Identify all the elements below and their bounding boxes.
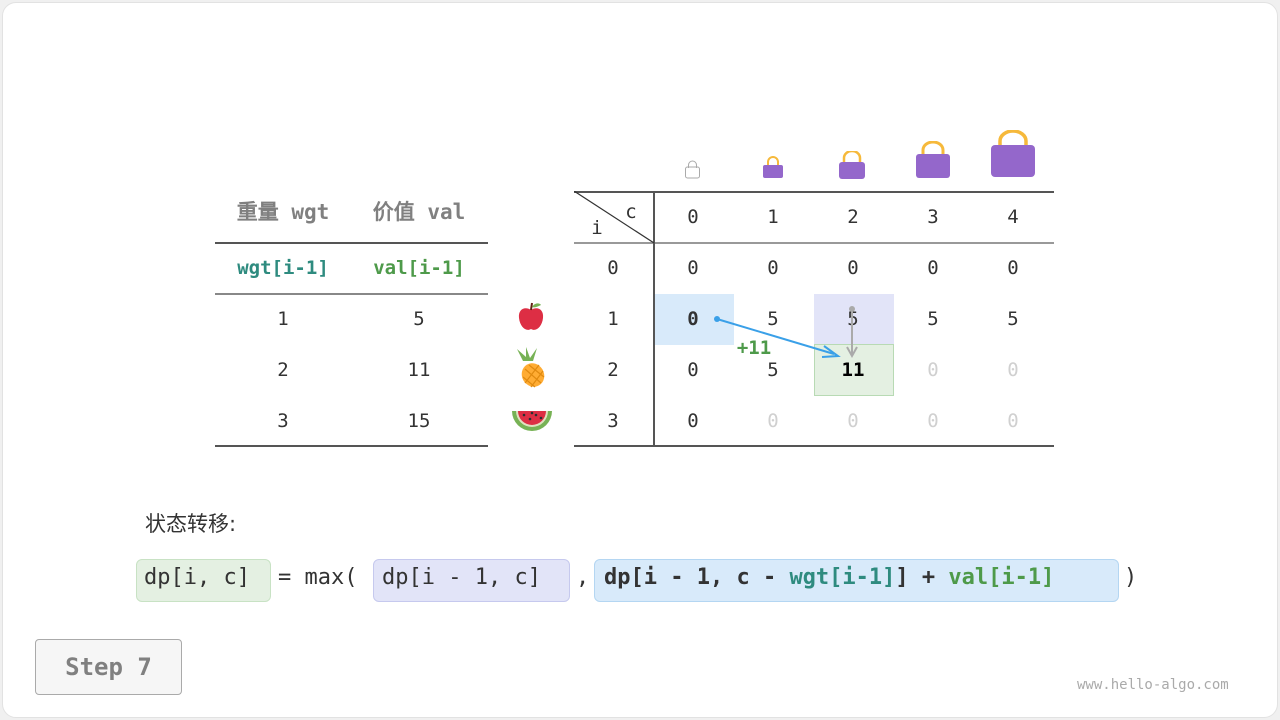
opt2-part: dp[i - 1, c - xyxy=(604,565,790,590)
formula-opt1: dp[i - 1, c] xyxy=(382,565,541,590)
dp-cell: 11 xyxy=(841,359,865,381)
bag-icon xyxy=(916,141,950,178)
weight-header: 重量 wgt xyxy=(236,200,330,224)
divider xyxy=(574,191,1054,193)
dp-cell: 5 xyxy=(767,308,779,330)
dp-cell: 0 xyxy=(767,410,779,432)
row-header: 2 xyxy=(607,359,619,381)
bag-icon xyxy=(685,160,700,179)
opt2-part: ] + xyxy=(895,565,949,590)
dp-cell: 5 xyxy=(767,359,779,381)
dp-cell: 0 xyxy=(927,257,939,279)
value-header: 价值 val xyxy=(372,200,466,224)
opt2-box xyxy=(594,559,1119,602)
opt1-box xyxy=(373,559,570,602)
formula-comma: , xyxy=(576,565,590,590)
val-cell: 15 xyxy=(407,410,431,432)
dp-cell: 0 xyxy=(1007,359,1019,381)
row-header: 0 xyxy=(607,257,619,279)
step-button[interactable]: Step 7 xyxy=(35,639,182,695)
col-header: 0 xyxy=(687,206,699,228)
dp-cell: 0 xyxy=(687,257,699,279)
formula-close: ) xyxy=(1124,565,1138,590)
transition-label: 状态转移: xyxy=(145,512,237,536)
dp-cell: 0 xyxy=(847,257,859,279)
wgt-cell: 2 xyxy=(277,359,289,381)
dp-cell: 0 xyxy=(1007,410,1019,432)
wgt-cell: 3 xyxy=(277,410,289,432)
divider xyxy=(215,445,488,447)
col-axis-label: c xyxy=(625,201,637,223)
bag-icon xyxy=(991,130,1035,177)
watermark: www.hello-algo.com xyxy=(1077,677,1229,693)
divider xyxy=(574,445,1054,447)
formula-opt2: dp[i - 1, c - wgt[i-1]] + val[i-1] xyxy=(604,565,1054,590)
col-header: 2 xyxy=(847,206,859,228)
lhs-box xyxy=(136,559,271,602)
col-header: 4 xyxy=(1007,206,1019,228)
divider xyxy=(215,242,488,244)
corner-diagonal xyxy=(574,191,654,243)
watermelon-icon xyxy=(512,411,552,431)
dp-cell: 5 xyxy=(927,308,939,330)
dp-cell: 0 xyxy=(1007,257,1019,279)
dp-cell: 0 xyxy=(767,257,779,279)
row-header: 3 xyxy=(607,410,619,432)
val-cell: 11 xyxy=(407,359,431,381)
row-header: 1 xyxy=(607,308,619,330)
val-subheader: val[i-1] xyxy=(373,257,465,279)
upper-cell-highlight xyxy=(814,294,894,344)
col-header: 1 xyxy=(767,206,779,228)
apple-icon xyxy=(518,302,544,330)
divider xyxy=(215,293,488,295)
dp-cell: 0 xyxy=(927,410,939,432)
val-cell: 5 xyxy=(413,308,425,330)
dp-cell: 0 xyxy=(847,410,859,432)
formula-max: = max( xyxy=(278,565,358,590)
row-axis-label: i xyxy=(591,217,603,239)
dp-cell: 5 xyxy=(1007,308,1019,330)
formula-lhs: dp[i, c] xyxy=(144,565,250,590)
divider xyxy=(653,191,655,446)
dp-cell: 0 xyxy=(687,410,699,432)
divider xyxy=(574,242,1054,244)
dp-cell: 0 xyxy=(687,359,699,381)
opt2-wgt: wgt[i-1] xyxy=(789,565,896,590)
bag-icon xyxy=(839,151,865,179)
bag-icon xyxy=(763,156,783,178)
col-header: 3 xyxy=(927,206,939,228)
dp-cell: 0 xyxy=(927,359,939,381)
wgt-subheader: wgt[i-1] xyxy=(237,257,329,279)
wgt-cell: 1 xyxy=(277,308,289,330)
opt2-val: val[i-1] xyxy=(948,565,1055,590)
increment-label: +11 xyxy=(736,337,772,359)
pineapple-icon xyxy=(517,347,545,388)
dp-cell: 0 xyxy=(687,308,699,330)
